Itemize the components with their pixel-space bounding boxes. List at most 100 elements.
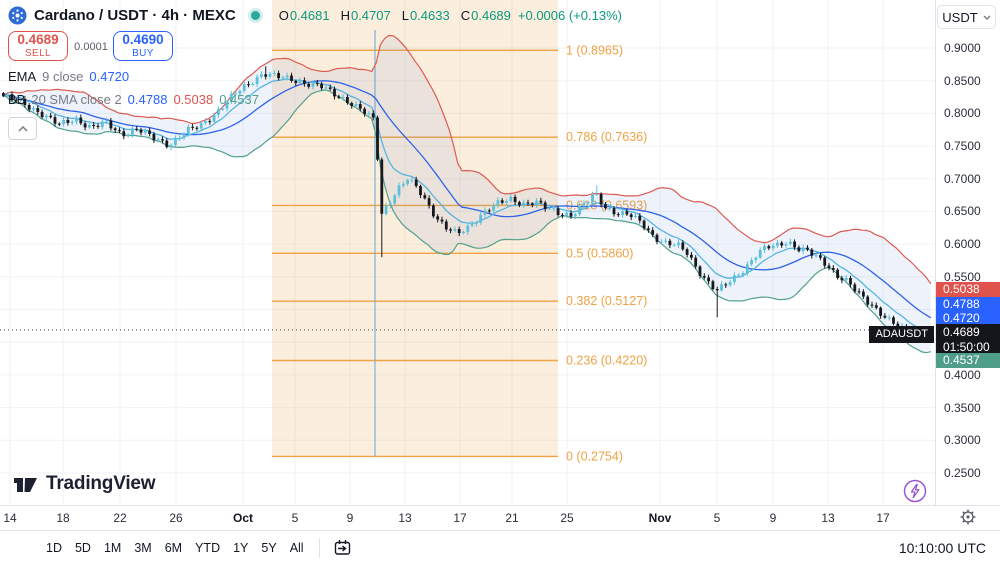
time-tick: 21 (505, 511, 519, 525)
legend-collapse-button[interactable] (8, 117, 37, 140)
currency-selector[interactable]: USDT (937, 5, 996, 29)
market-status-dot (250, 11, 260, 20)
clock-utc[interactable]: 10:10:00 UTC (898, 539, 986, 556)
sell-button[interactable]: 0.4689 SELL (8, 31, 68, 61)
fib-level-label: 1 (0.8965) (566, 43, 623, 57)
range-button-6m[interactable]: 6M (164, 540, 183, 555)
candlestick-chart-canvas[interactable]: 1 (0.8965)0.786 (0.7636)0.618 (0.6593)0.… (0, 0, 935, 505)
currency-label: USDT (942, 9, 978, 25)
flash-boost-button[interactable] (901, 477, 929, 505)
gear-icon (960, 509, 976, 525)
bb-upper-value: 0.5038 (173, 92, 214, 107)
ema-value: 0.4720 (89, 69, 130, 84)
price-tick: 0.5500 (944, 270, 981, 284)
price-tick: 0.4000 (944, 368, 981, 382)
price-axis[interactable]: 0.9000 0.8500 0.8000 0.7500 0.7000 0.6500 0.60… (935, 0, 1000, 505)
time-tick: 5 (713, 511, 721, 525)
bb-lower-line (1, 89, 931, 354)
indicator-ema[interactable]: EMA 9 close 0.4720 (8, 69, 622, 84)
symbol-title[interactable]: Cardano / USDT · 4h · MEXC (34, 7, 236, 24)
range-button-3m[interactable]: 3M (134, 540, 152, 555)
buy-label: BUY (132, 48, 154, 60)
candles (2, 66, 934, 343)
price-tick: 0.7500 (944, 139, 981, 153)
range-button-1y[interactable]: 1Y (233, 540, 249, 555)
range-button-5d[interactable]: 5D (74, 540, 91, 555)
time-axis[interactable]: 14 18 22 26 Oct 5 9 13 17 21 25 Nov 5 9 13 17 (0, 505, 1000, 530)
tradingview-logo-icon (14, 478, 37, 492)
range-buttons: 1D 5D 1M 3M 6M YTD 1Y 5Y All (40, 537, 310, 559)
bb-params: 20 SMA close 2 (31, 92, 122, 107)
indicator-price-label: 0.4720 (936, 311, 1000, 326)
ohlc-values: O0.4681 H0.4707 L0.4633 C0.4689 (279, 8, 511, 23)
range-button-1d[interactable]: 1D (46, 540, 62, 555)
chart-legend: Cardano / USDT · 4h · MEXC O0.4681 H0.470… (8, 6, 622, 140)
price-tick: 0.9000 (944, 41, 981, 55)
indicator-bb[interactable]: BB 20 SMA close 2 0.4788 0.5038 0.4537 (8, 92, 622, 107)
time-tick: 5 (291, 511, 299, 525)
ohlc-item: C0.4689 (460, 8, 511, 23)
time-tick: 17 (453, 511, 467, 525)
time-tick: 22 (113, 511, 127, 525)
price-change: +0.0006 (+0.13%) (517, 8, 622, 23)
lightning-icon (903, 479, 927, 503)
bb-fill-area (2, 35, 931, 353)
cardano-logo-icon (8, 6, 27, 25)
ohlc-item: H0.4707 (340, 8, 391, 23)
time-tick: 9 (346, 511, 354, 525)
sell-label: SELL (24, 48, 52, 60)
last-price-label: 0.4689 01:50:00 (936, 324, 1000, 354)
fib-retracement-band (272, 0, 558, 457)
tradingview-watermark[interactable]: TradingView (12, 470, 156, 497)
chevron-down-icon (983, 15, 991, 20)
ema-line (1, 78, 931, 332)
time-tick: 17 (876, 511, 890, 525)
bb-basis-value: 0.4788 (127, 92, 168, 107)
bb-name: BB (8, 92, 26, 107)
time-tick: 14 (3, 511, 17, 525)
bb-basis-line (1, 80, 932, 319)
settings-gear-button[interactable] (957, 508, 979, 526)
calendar-goto-icon (334, 540, 350, 555)
chevron-up-icon (17, 125, 28, 132)
time-tick: 26 (169, 511, 183, 525)
buy-button[interactable]: 0.4690 BUY (113, 31, 173, 61)
time-tick: Nov (648, 511, 672, 525)
buy-price: 0.4690 (122, 31, 164, 47)
indicator-price-label: 0.4537 (936, 353, 1000, 368)
price-tick: 0.7000 (944, 172, 981, 186)
range-button-5y[interactable]: 5Y (261, 540, 277, 555)
spread-value: 0.0001 (74, 41, 108, 53)
bar-countdown: 01:50:00 (943, 340, 990, 354)
range-button-1m[interactable]: 1M (103, 540, 122, 555)
ema-params: 9 close (42, 69, 84, 84)
ohlc-item: L0.4633 (401, 8, 450, 23)
time-tick: 9 (769, 511, 777, 525)
range-button-all[interactable]: All (289, 540, 304, 555)
fib-level-label: 0.236 (0.4220) (566, 354, 647, 368)
price-tick: 0.8000 (944, 106, 981, 120)
sell-price: 0.4689 (17, 31, 59, 47)
time-tick: 13 (398, 511, 412, 525)
price-tick: 0.8500 (944, 74, 981, 88)
price-tick: 0.3000 (944, 433, 981, 447)
indicator-price-label: 0.4788 (936, 297, 1000, 312)
time-tick: 18 (56, 511, 70, 525)
price-tick: 0.6000 (944, 237, 981, 251)
tradingview-watermark-text: TradingView (46, 472, 156, 494)
time-tick: 25 (560, 511, 574, 525)
fib-level-label: 0.5 (0.5860) (566, 246, 633, 260)
fib-level-label: 0.382 (0.5127) (566, 294, 647, 308)
price-tick: 0.2500 (944, 466, 981, 480)
ema-name: EMA (8, 69, 37, 84)
fib-level-label: 0 (0.2754) (566, 449, 623, 463)
fib-level-label: 0.786 (0.7636) (566, 130, 647, 144)
trade-panel: 0.4689 SELL 0.0001 0.4690 BUY (8, 31, 238, 61)
time-tick: 13 (821, 511, 835, 525)
price-tick: 0.3500 (944, 401, 981, 415)
indicator-price-label: 0.5038 (936, 282, 1000, 297)
ohlc-item: O0.4681 (278, 8, 330, 23)
bb-lower-value: 0.4537 (219, 92, 259, 107)
range-button-ytd[interactable]: YTD (195, 540, 221, 555)
go-to-date-button[interactable] (329, 536, 356, 559)
